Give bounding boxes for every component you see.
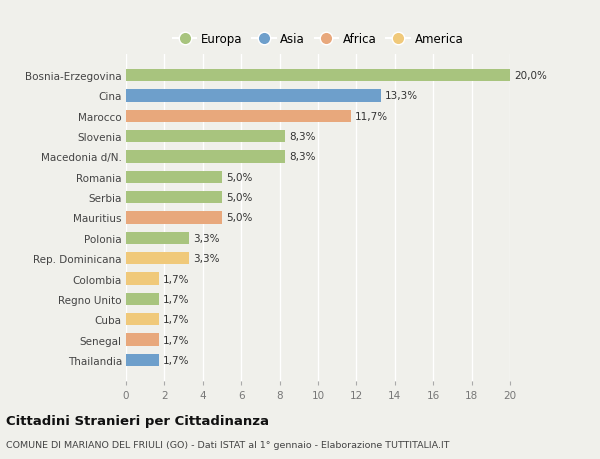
Text: 3,3%: 3,3%: [193, 233, 220, 243]
Bar: [126, 313, 158, 325]
Text: 13,3%: 13,3%: [385, 91, 418, 101]
Text: 1,7%: 1,7%: [163, 294, 189, 304]
Bar: [126, 70, 510, 82]
Legend: Europa, Asia, Africa, America: Europa, Asia, Africa, America: [168, 28, 468, 51]
Text: 8,3%: 8,3%: [289, 132, 316, 142]
Bar: [126, 212, 222, 224]
Bar: [126, 90, 382, 102]
Bar: [126, 171, 222, 184]
Text: 1,7%: 1,7%: [163, 335, 189, 345]
Bar: [126, 273, 158, 285]
Bar: [126, 232, 190, 244]
Text: 11,7%: 11,7%: [355, 112, 388, 122]
Text: 1,7%: 1,7%: [163, 314, 189, 325]
Text: 5,0%: 5,0%: [226, 213, 252, 223]
Text: 8,3%: 8,3%: [289, 152, 316, 162]
Bar: [126, 354, 158, 366]
Bar: [126, 131, 286, 143]
Bar: [126, 252, 190, 265]
Text: 20,0%: 20,0%: [514, 71, 547, 81]
Bar: [126, 334, 158, 346]
Bar: [126, 111, 350, 123]
Bar: [126, 151, 286, 163]
Text: Cittadini Stranieri per Cittadinanza: Cittadini Stranieri per Cittadinanza: [6, 414, 269, 428]
Text: COMUNE DI MARIANO DEL FRIULI (GO) - Dati ISTAT al 1° gennaio - Elaborazione TUTT: COMUNE DI MARIANO DEL FRIULI (GO) - Dati…: [6, 441, 449, 449]
Text: 1,7%: 1,7%: [163, 355, 189, 365]
Text: 5,0%: 5,0%: [226, 193, 252, 203]
Bar: [126, 192, 222, 204]
Bar: [126, 293, 158, 305]
Text: 5,0%: 5,0%: [226, 173, 252, 182]
Text: 3,3%: 3,3%: [193, 254, 220, 263]
Text: 1,7%: 1,7%: [163, 274, 189, 284]
